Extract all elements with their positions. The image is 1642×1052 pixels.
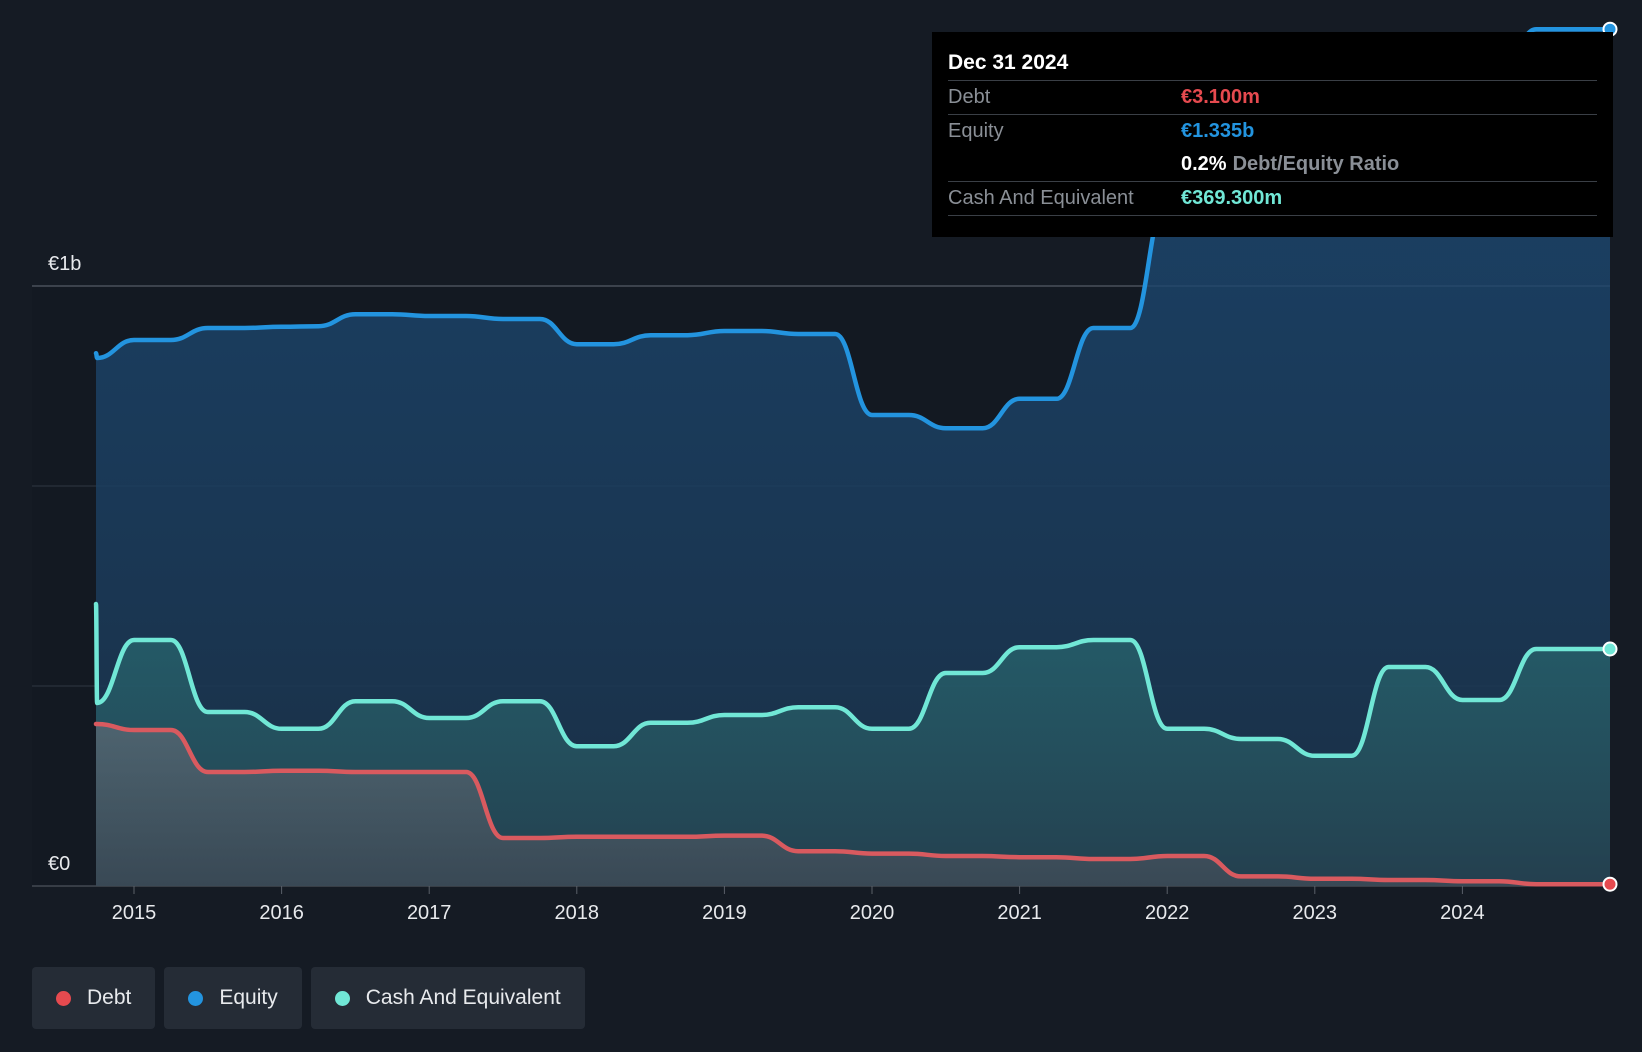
- tooltip-equity-label: Equity: [948, 120, 1004, 142]
- legend-dot-debt: [56, 990, 71, 1006]
- tooltip-debt-value: €3.100m: [1181, 86, 1260, 108]
- tooltip-ratio-value: 0.2%: [1181, 153, 1227, 175]
- x-tick-label: 2020: [850, 902, 895, 924]
- tooltip-ratio-row: 0.2% Debt/Equity Ratio: [948, 148, 1597, 181]
- legend-item-equity[interactable]: Equity: [164, 967, 302, 1029]
- y-tick-label: €0: [48, 853, 70, 875]
- legend-label-debt: Debt: [87, 986, 132, 1009]
- x-tick-label: 2024: [1440, 902, 1485, 924]
- x-tick-label: 2018: [555, 902, 600, 924]
- x-tick-label: 2021: [997, 902, 1042, 924]
- legend: Debt Equity Cash And Equivalent: [32, 967, 585, 1029]
- x-tick-label: 2022: [1145, 902, 1190, 924]
- tooltip-cash-value: €369.300m: [1181, 187, 1283, 209]
- x-tick-label: 2019: [702, 902, 747, 924]
- cash-line: [93, 601, 1613, 759]
- legend-dot-equity: [188, 990, 204, 1006]
- tooltip-cash-row: Cash And Equivalent €369.300m: [948, 181, 1597, 215]
- x-tick-label: 2016: [259, 902, 304, 924]
- debt-line: [93, 721, 1613, 887]
- legend-dot-cash: [334, 990, 350, 1006]
- legend-label-equity: Equity: [219, 986, 278, 1009]
- tooltip-debt-row: Debt €3.100m: [948, 80, 1597, 114]
- legend-item-debt[interactable]: Debt: [32, 967, 156, 1029]
- y-tick-label: €1b: [48, 253, 81, 275]
- x-tick-label: 2017: [407, 902, 452, 924]
- tooltip-equity-value: €1.335b: [1181, 120, 1255, 142]
- tooltip-debt-label: Debt: [948, 86, 991, 108]
- legend-item-cash[interactable]: Cash And Equivalent: [310, 967, 585, 1029]
- tooltip-ratio-label: Debt/Equity Ratio: [1232, 153, 1400, 175]
- x-tick-label: 2023: [1293, 902, 1338, 924]
- tooltip-cash-label: Cash And Equivalent: [948, 187, 1134, 209]
- data-tooltip: Dec 31 2024 Debt €3.100m Equity €1.335b …: [932, 32, 1613, 237]
- tooltip-equity-row: Equity €1.335b: [948, 114, 1597, 148]
- equity-area: [96, 29, 1610, 886]
- cash-end-marker: [1602, 641, 1618, 657]
- legend-label-cash: Cash And Equivalent: [365, 986, 561, 1009]
- x-tick-label: 2015: [112, 902, 157, 924]
- tooltip-date: Dec 31 2024: [948, 51, 1069, 74]
- debt-area: [96, 724, 1610, 886]
- debt-end-marker: [1602, 876, 1618, 892]
